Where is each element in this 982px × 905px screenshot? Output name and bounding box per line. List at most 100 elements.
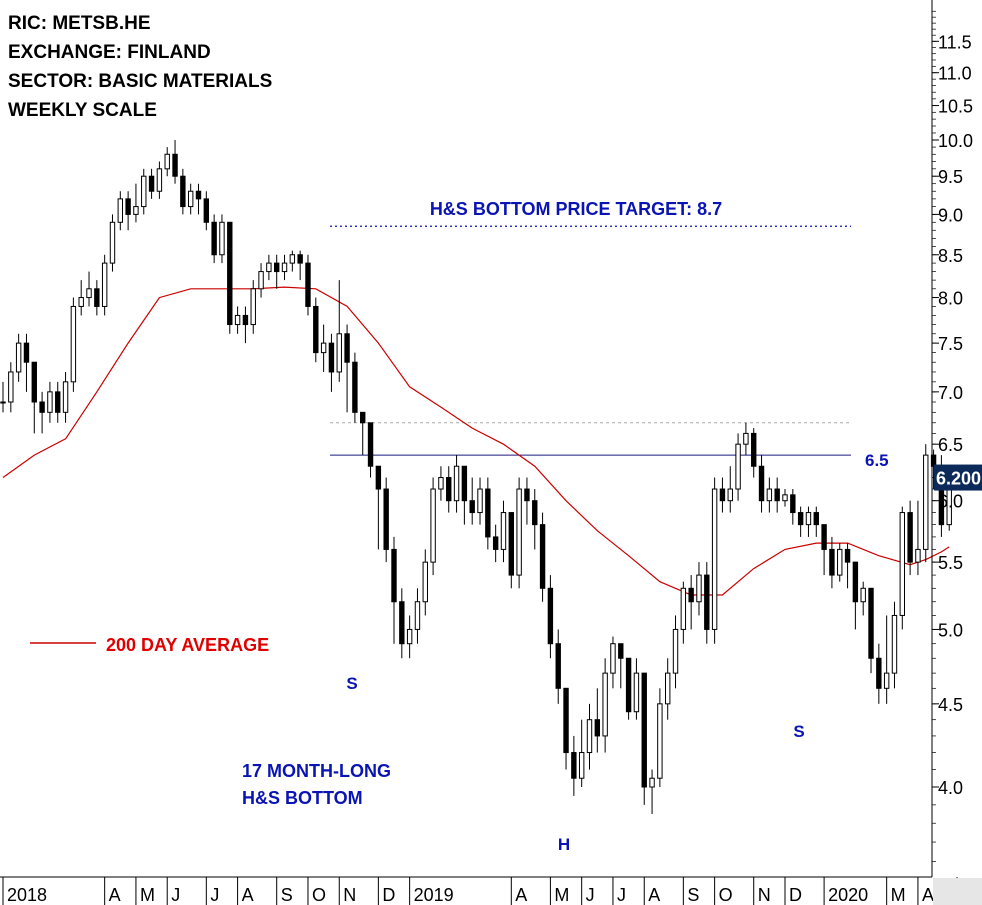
candle xyxy=(751,428,757,478)
y-axis: 11.5 11.0 10.5 10.0 9.5 9.0 8.5 8.0 7.5 7.0 6.5 6.0… xyxy=(931,0,982,877)
candle-body-up xyxy=(78,297,84,307)
candle xyxy=(141,168,147,215)
candle-body-up xyxy=(711,488,718,630)
candle-body-down xyxy=(524,488,530,502)
candle xyxy=(524,477,530,525)
candle xyxy=(250,280,256,334)
candle xyxy=(203,191,210,231)
candle-body-up xyxy=(8,371,14,403)
candle-body-up xyxy=(923,454,929,550)
candle-body-up xyxy=(602,672,608,737)
candle xyxy=(180,168,186,215)
candle xyxy=(117,191,123,231)
candle xyxy=(672,615,679,689)
candle xyxy=(289,250,296,272)
candle xyxy=(313,297,319,363)
candle xyxy=(477,477,483,525)
x-tick-label: M xyxy=(891,885,906,905)
x-tick-label: 2019 xyxy=(414,885,454,905)
candle-body-down xyxy=(751,432,757,467)
candle xyxy=(469,477,475,525)
candle-body-down xyxy=(876,657,882,689)
candle-body-down xyxy=(774,488,780,502)
y-tick-label: 11.0 xyxy=(938,64,972,84)
candle-body-down xyxy=(227,221,233,326)
candle-body-up xyxy=(891,614,898,674)
axis-corner xyxy=(933,878,982,905)
x-tick-label: A xyxy=(109,885,121,905)
y-tick-label: 5.0 xyxy=(938,620,963,640)
candle-body-down xyxy=(492,536,499,550)
x-tick-label: N xyxy=(343,885,356,905)
candle-body-up xyxy=(805,512,812,526)
candle-body-up xyxy=(665,672,671,705)
candle-body-up xyxy=(860,587,866,603)
y-tick-label: 8.5 xyxy=(938,246,963,266)
candle xyxy=(602,658,608,753)
candle xyxy=(438,466,444,501)
candle xyxy=(805,506,812,537)
target-label: H&S BOTTOM PRICE TARGET: 8.7 xyxy=(430,199,722,219)
candle xyxy=(860,581,866,616)
candle xyxy=(790,489,796,525)
candle xyxy=(391,536,397,644)
candle xyxy=(328,333,335,392)
candle xyxy=(618,643,624,689)
candle xyxy=(86,271,92,307)
x-tick-label: M xyxy=(140,885,155,905)
candle-body-up xyxy=(336,333,342,373)
candle-body-up xyxy=(406,628,413,645)
candle-body-down xyxy=(195,190,202,200)
candle-body-down xyxy=(704,574,710,630)
x-tick-label: J xyxy=(586,885,595,905)
candle-body-up xyxy=(289,254,296,264)
candle xyxy=(352,352,358,423)
candle-body-up xyxy=(258,271,264,290)
candle-body-down xyxy=(203,198,210,223)
candle-body-up xyxy=(766,488,773,502)
candle xyxy=(164,147,170,177)
candle-body-down xyxy=(641,672,647,788)
candle-body-down xyxy=(797,512,804,526)
candle-body-up xyxy=(438,477,444,490)
candle-body-up xyxy=(86,288,92,299)
candle xyxy=(774,477,780,513)
candle-body-up xyxy=(15,342,22,373)
candle-body-up xyxy=(70,305,77,383)
candle-body-up xyxy=(320,342,327,354)
candle xyxy=(461,465,468,525)
y-tick-label: 9.0 xyxy=(938,205,963,225)
candle xyxy=(508,512,515,589)
candle xyxy=(446,466,452,513)
candle-body-up xyxy=(516,488,522,576)
candle xyxy=(453,455,460,513)
legend-label: 200 DAY AVERAGE xyxy=(106,635,269,655)
candle xyxy=(219,214,225,264)
candle-body-up xyxy=(164,153,170,170)
candle-body-up xyxy=(899,512,905,616)
x-tick-label: J xyxy=(171,885,180,905)
x-tick-label: J xyxy=(617,885,626,905)
candle xyxy=(485,477,491,550)
candle xyxy=(156,161,163,199)
candle-body-up xyxy=(883,672,890,689)
candle-body-up xyxy=(109,221,116,264)
x-tick-label: O xyxy=(719,885,733,905)
candle-body-down xyxy=(790,494,796,514)
candle xyxy=(586,703,593,770)
candle xyxy=(532,489,538,550)
header-ric: RIC: METSB.HE xyxy=(8,13,151,34)
candle-body-up xyxy=(477,488,483,514)
candle xyxy=(297,250,303,281)
candle xyxy=(797,506,804,537)
candles-group xyxy=(0,140,952,814)
x-tick-label: 2018 xyxy=(7,885,47,905)
candle-body-up xyxy=(422,561,428,603)
left-shoulder-label: S xyxy=(346,674,357,693)
candle-body-down xyxy=(461,465,468,502)
y-tick-label: 7.0 xyxy=(938,383,963,403)
candle xyxy=(422,549,428,616)
candle xyxy=(657,688,663,787)
